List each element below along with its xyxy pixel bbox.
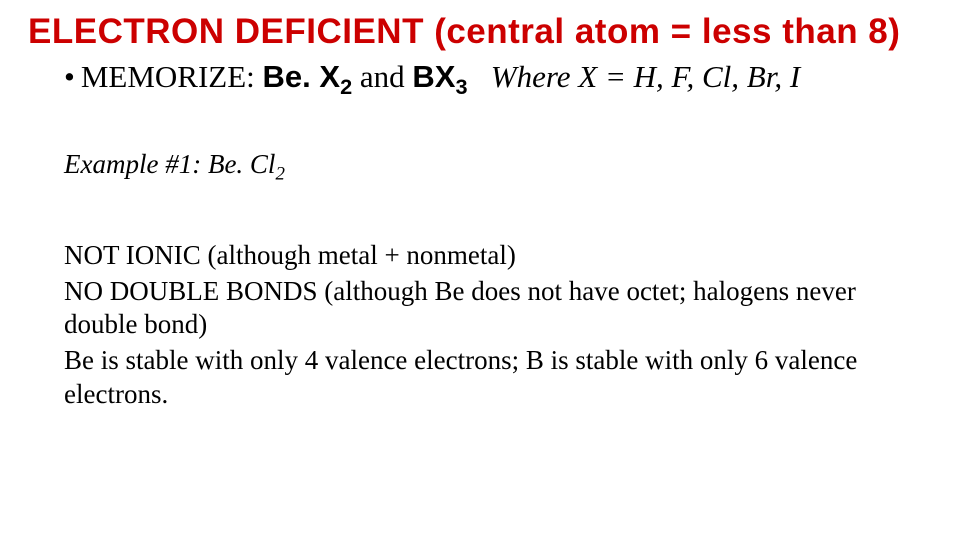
- example-sub: 2: [275, 163, 284, 184]
- body-line-1: NOT IONIC (although metal + nonmetal): [64, 239, 932, 273]
- example-prefix: Example #1: Be. Cl: [64, 149, 275, 179]
- formula2-prefix: BX: [412, 59, 455, 94]
- title-paren: (central atom = less than 8): [434, 12, 900, 51]
- memorize-label: MEMORIZE:: [81, 59, 255, 94]
- bullet-memorize: •MEMORIZE: Be. X2 and BX3 Where X = H, F…: [64, 58, 932, 100]
- formula-bex2: Be. X2: [263, 59, 353, 94]
- slide-title: ELECTRON DEFICIENT (central atom = less …: [28, 12, 932, 52]
- body-text: NOT IONIC (although metal + nonmetal) NO…: [64, 239, 932, 412]
- body-line-3: Be is stable with only 4 valence electro…: [64, 344, 932, 412]
- where-clause: Where X = H, F, Cl, Br, I: [491, 59, 800, 94]
- formula1-sub: 2: [340, 74, 352, 99]
- example-line: Example #1: Be. Cl2: [64, 149, 932, 185]
- title-main: ELECTRON DEFICIENT: [28, 12, 424, 51]
- slide-container: ELECTRON DEFICIENT (central atom = less …: [0, 0, 960, 434]
- body-line-2: NO DOUBLE BONDS (although Be does not ha…: [64, 275, 932, 343]
- formula-bx3: BX3: [412, 59, 467, 94]
- and-word: and: [360, 59, 405, 94]
- formula1-prefix: Be. X: [263, 59, 341, 94]
- bullet-marker: •: [64, 58, 75, 97]
- formula2-sub: 3: [455, 74, 467, 99]
